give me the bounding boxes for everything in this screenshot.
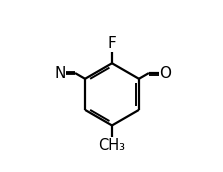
Text: O: O [159,66,171,80]
Text: N: N [54,66,66,80]
Text: CH₃: CH₃ [99,138,126,153]
Text: F: F [108,36,116,51]
